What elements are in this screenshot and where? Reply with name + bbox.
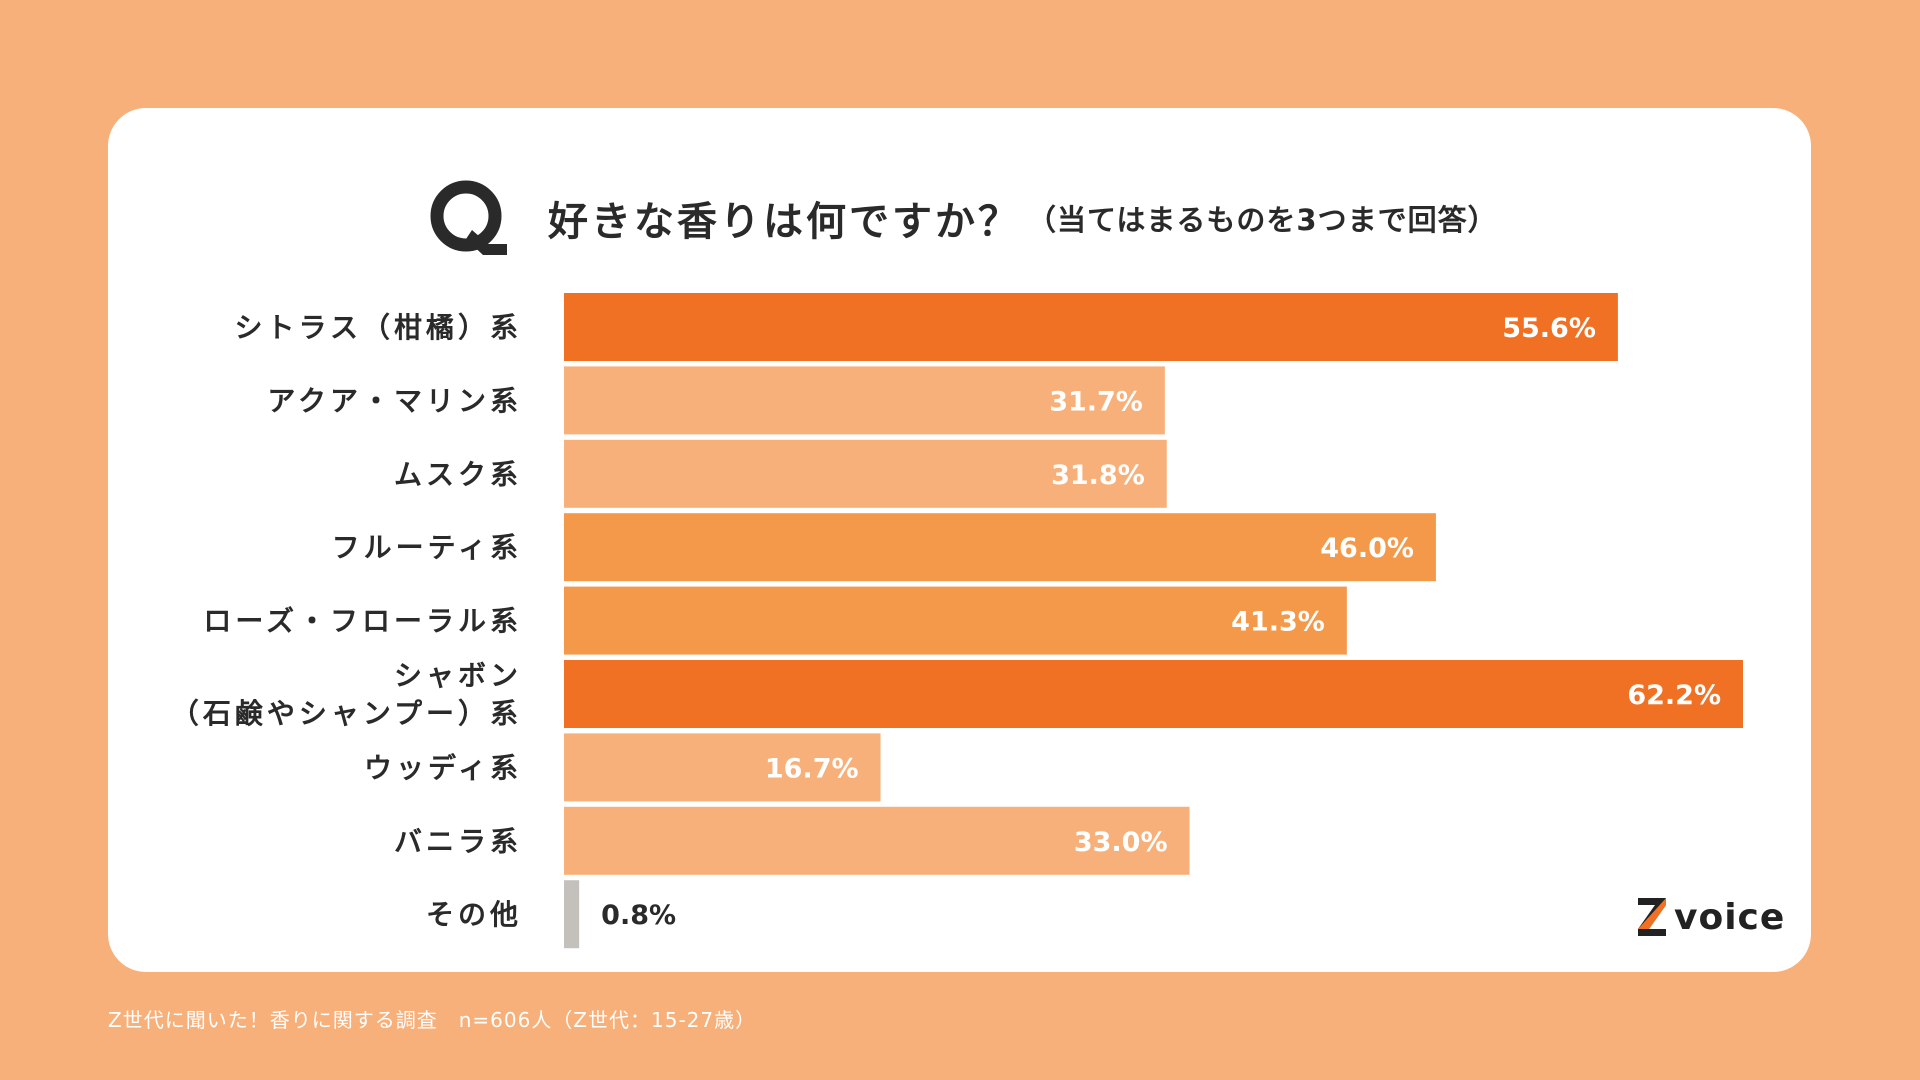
logo: voice: [1636, 896, 1785, 938]
bar-6: [564, 733, 881, 802]
category-label-2: ムスク系: [394, 458, 522, 491]
footer-note: Z世代に聞いた！香りに関する調査 n=606人（Z世代：15-27歳）: [108, 1008, 757, 1032]
bar-0: [564, 293, 1618, 361]
value-label-6: 16.7%: [765, 753, 859, 784]
value-label-8: 0.8%: [601, 900, 676, 931]
bar-5: [564, 660, 1743, 728]
bar-7: [564, 806, 1190, 875]
value-label-3: 46.0%: [1320, 533, 1414, 564]
category-label-5: シャボン（石鹸やシャンプー）系: [171, 659, 522, 730]
bar-4: [564, 586, 1347, 655]
title-question: 好きな香りは何ですか？: [548, 199, 1021, 245]
bar-3: [564, 513, 1436, 582]
category-label-3: フルーティ系: [332, 531, 522, 564]
z-logo-icon: [1638, 898, 1666, 936]
category-label-7: バニラ系: [394, 825, 522, 858]
q-icon: [430, 180, 507, 255]
category-label-4: ローズ・フローラル系: [203, 605, 522, 638]
category-label-0: シトラス（柑橘）系: [235, 311, 522, 344]
value-label-0: 55.6%: [1502, 313, 1596, 344]
bar-1: [564, 366, 1165, 435]
value-label-5: 62.2%: [1627, 680, 1721, 711]
value-label-1: 31.7%: [1049, 386, 1143, 417]
value-label-4: 41.3%: [1231, 607, 1325, 638]
bar-8: [564, 880, 580, 949]
logo-text: voice: [1674, 896, 1786, 938]
category-label-8: その他: [426, 898, 522, 931]
bar-2: [564, 439, 1167, 508]
category-label-1: アクア・マリン系: [267, 384, 522, 417]
value-label-2: 31.8%: [1051, 460, 1145, 491]
category-label-6: ウッディ系: [364, 751, 522, 784]
title-note: （当てはまるものを3つまで回答）: [1027, 203, 1498, 237]
value-label-7: 33.0%: [1074, 827, 1168, 858]
chart-title: 好きな香りは何ですか？ （当てはまるものを3つまで回答）: [428, 180, 1498, 256]
